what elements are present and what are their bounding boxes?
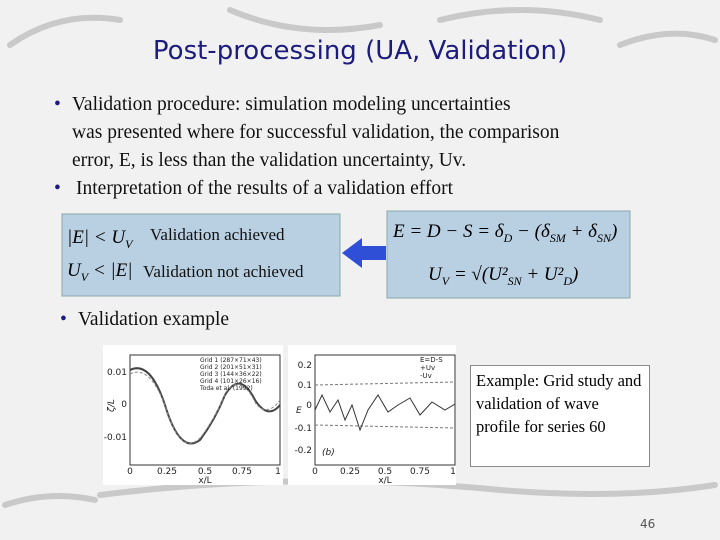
x-tick-label: 0.75 [232, 467, 252, 477]
legend-entry: Grid 3 (144×36×22) [200, 371, 262, 378]
legend-entry: -Uv [420, 372, 432, 380]
panel-label: (b) [322, 448, 335, 458]
criterion-label: Validation not achieved [143, 262, 304, 281]
x-tick-label: 0 [127, 467, 133, 477]
caption: Example: Grid study and validation of wa… [470, 365, 650, 467]
y-tick-label: 0.2 [298, 361, 312, 371]
x-label: x/L [378, 476, 391, 486]
x-tick-label: 0.5 [378, 467, 392, 477]
bullet-dot: • [54, 178, 61, 199]
bullet-dot: • [54, 94, 61, 115]
y-tick-label: -0.2 [294, 446, 312, 456]
formulas: |E| < UV UV < |E| E = D − S = δD − (δSM … [67, 221, 617, 288]
y-tick-label: -0.01 [104, 433, 127, 443]
x-tick-label: 0.25 [157, 467, 177, 477]
legend-entry: E=D-S [420, 356, 443, 364]
equation-box [386, 210, 631, 299]
y-tick-label: 0.01 [107, 368, 127, 378]
equation: UV = √(U²SN + U²D) [428, 264, 578, 288]
y-tick-label: 0.1 [298, 381, 312, 391]
bullet: • Interpretation of the results of a vali… [54, 175, 454, 203]
x-tick-label: 0 [312, 467, 318, 477]
arrow [342, 238, 386, 268]
curve [129, 371, 281, 444]
y-tick-label: 0 [121, 400, 127, 410]
plot-frame [129, 354, 281, 466]
curve [314, 393, 456, 432]
criteria-box [61, 213, 341, 297]
x-tick-label: 0.25 [340, 467, 360, 477]
bullet-dot: • [60, 309, 67, 330]
plot-b: E 0.2 0.1 0 -0.1 -0.2 0 0.25 0.5 0.75 1 … [288, 345, 456, 486]
y-label: E [296, 406, 302, 416]
criteria-labels: Validation achieved Validation not achie… [143, 225, 304, 281]
x-tick-label: 0.5 [198, 467, 212, 477]
criterion-label: Validation achieved [150, 225, 285, 244]
legend: E=D-S +Uv -Uv [420, 356, 443, 380]
page-number: 46 [640, 517, 656, 531]
y-label: ζ/L [107, 399, 117, 413]
bullet: • Validation example [60, 306, 230, 334]
plot-a: ζ/L 0.01 0 -0.01 0 0.25 0.5 0.75 1 x/L G… [103, 345, 283, 486]
x-tick-label: 1 [275, 467, 281, 477]
curve [314, 381, 456, 386]
x-label: x/L [198, 476, 211, 486]
title: Post-processing (UA, Validation) [152, 36, 568, 66]
y-tick-label: 0 [306, 401, 312, 411]
line: Validation procedure: simulation modelin… [72, 94, 511, 115]
line: error, E, is less than the validation un… [72, 150, 467, 171]
legend-entry: +Uv [420, 364, 435, 372]
curve [314, 424, 456, 429]
line: Interpretation of the results of a valid… [76, 178, 454, 199]
legend-entry: Toda et al. (1992) [199, 385, 253, 392]
legend-entry: Grid 2 (201×51×31) [200, 364, 262, 371]
formula: UV < |E| [67, 260, 132, 284]
line: Validation example [78, 309, 230, 330]
legend: Grid 1 (287×71×43) Grid 2 (201×51×31) Gr… [199, 357, 262, 392]
line: was presented where for successful valid… [72, 122, 560, 143]
y-tick-label: -0.1 [294, 424, 312, 434]
legend-entry: Grid 1 (287×71×43) [200, 357, 262, 364]
x-tick-label: 1 [450, 467, 456, 477]
formula: |E| < UV [67, 227, 134, 251]
legend-entry: Grid 4 (101×26×16) [200, 378, 262, 385]
bullet: • Validation procedure: simulation modeli… [54, 91, 560, 175]
x-tick-label: 0.75 [410, 467, 430, 477]
plot-bg [288, 345, 456, 485]
equation: E = D − S = δD − (δSM + δSN) [392, 221, 617, 245]
